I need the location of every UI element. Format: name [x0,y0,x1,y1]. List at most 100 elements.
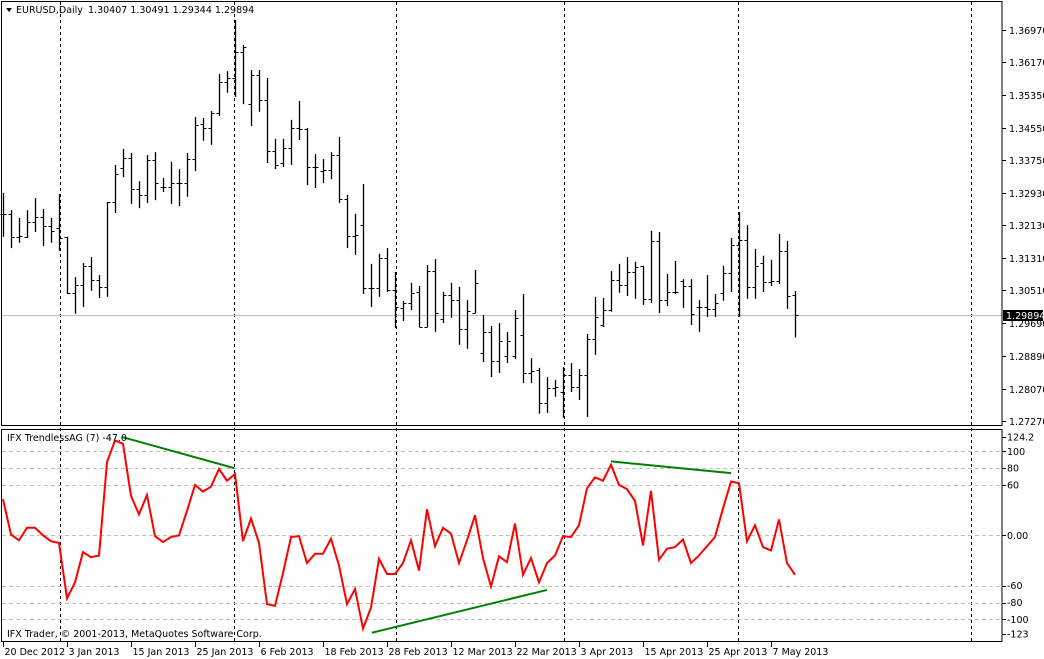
ohlc-bar [704,275,711,318]
price-tick-label: 1.27270 [1009,417,1044,428]
ohlc-bar [200,117,207,141]
ohlc-bar [608,271,615,312]
ohlc-bar [16,217,23,243]
price-tick-label: 1.36170 [1009,58,1044,69]
price-tick-label: 1.34550 [1009,124,1044,135]
ohlc-bar [632,261,639,299]
price-tick-label: 1.30510 [1009,286,1044,297]
time-axis: 20 Dec 2012 3 Jan 2013 15 Jan 2013 25 Jan 2… [3,642,828,658]
ohlc-bar [688,279,695,326]
ohlc-bar [440,292,447,324]
ohlc-bar [128,152,135,205]
date-tick-label: 15 Jan 2013 [133,647,190,658]
ohlc-bar [184,152,191,197]
ohlc-bar [176,169,183,207]
ohlc-bar [720,265,727,301]
ohlc-bar [216,73,223,116]
trendline[interactable] [121,436,235,470]
price-tick-label: 1.29690 [1009,319,1044,330]
indicator-tick-label: 0.00 [1007,531,1028,542]
ohlc-bar [56,194,63,251]
ohlc-bar [536,367,543,414]
ohlc-bar [672,260,679,295]
ohlc-bar [496,323,503,374]
date-tick-label: 18 Feb 2013 [325,647,384,658]
ohlc-bar [72,277,79,314]
ohlc-bar [584,333,591,417]
ohlc-bar [600,298,607,328]
ohlc-bar [384,248,391,293]
ohlc-bar [520,294,527,384]
ohlc-bar [480,314,487,363]
ohlc-bar [256,69,263,112]
date-tick-label: 3 Jan 2013 [69,647,120,658]
ohlc-bar [400,300,407,322]
price-tick-label: 1.33750 [1009,156,1044,167]
symbol-title: EURUSD,Daily [16,5,83,16]
main-pane-frame [1,1,1003,426]
price-tick-label: 1.28070 [1009,385,1044,396]
price-axis: 1.36970 1.36170 1.35350 1.34550 1.33750 1.329… [1002,26,1044,428]
ohlc-bar [312,154,319,189]
ohlc-bar [792,291,799,338]
ohlc-bar [144,154,151,203]
date-tick-label: 6 Feb 2013 [261,647,314,658]
ohlc-bar [224,71,231,93]
ohlc-bar [120,148,127,178]
period-separators [60,2,972,641]
ohlc-bar [696,300,703,332]
ohlc-bar [368,263,375,307]
ohlc-bar [560,366,567,418]
indicator-tick-label: 60 [1007,480,1019,491]
ohlc-bar [112,165,119,214]
ohlc-bar [24,210,31,238]
ohlc-bar [744,225,751,299]
ohlc-bar [376,253,383,297]
indicator-tick-label: -60 [1007,581,1023,592]
ohlc-bar [760,255,767,293]
ohlc-bar [288,119,295,166]
ohlc-bar [488,325,495,378]
ohlc-bar [272,138,279,170]
triangle-down-icon[interactable] [6,8,12,12]
trendlines [121,436,732,634]
ohlc-bar [752,248,759,299]
ohlc-bar [232,19,239,97]
ohlc-bar [424,265,431,328]
indicator-line [2,439,796,633]
ohlc-bar [280,138,287,168]
trendline[interactable] [610,460,732,475]
ohlc-bar [264,77,271,164]
indicator-series [2,439,796,633]
ohlc-bar [784,240,791,309]
price-tick-label: 1.35350 [1009,91,1044,102]
ohlc-bar [40,208,47,247]
date-tick-label: 3 Apr 2013 [581,647,634,658]
trendline[interactable] [371,588,548,634]
copyright-footer: IFX Trader, © 2001-2013, MetaQuotes Soft… [7,629,262,640]
ohlc-bar [728,237,735,293]
ohlc-bar [248,69,255,126]
ohlc-bar [568,362,575,392]
ohlc-bar [472,269,479,314]
ohlc-bar [304,127,311,186]
indicator-tick-label: -80 [1007,598,1023,609]
date-tick-label: 28 Feb 2013 [389,647,448,658]
date-tick-label: 25 Apr 2013 [709,647,768,658]
ohlc-bar [512,310,519,359]
price-tick-label: 1.32130 [1009,221,1044,232]
ohlc-bar [320,158,327,184]
price-tick-label: 1.28890 [1009,352,1044,363]
ohlc-bar [64,236,71,295]
ohlc-bar [624,256,631,297]
indicator-tick-label: 124.2 [1007,433,1034,444]
ohlc-bar [392,271,399,328]
indicator-tick-label: -123 [1007,630,1029,641]
price-tick-label: 1.31310 [1009,254,1044,265]
ohlc-bar [544,377,551,413]
ohlc-bar [552,379,559,397]
ohlc-bar [408,282,415,311]
ohlc-bar [32,198,39,232]
ohlc-bar [48,217,55,243]
